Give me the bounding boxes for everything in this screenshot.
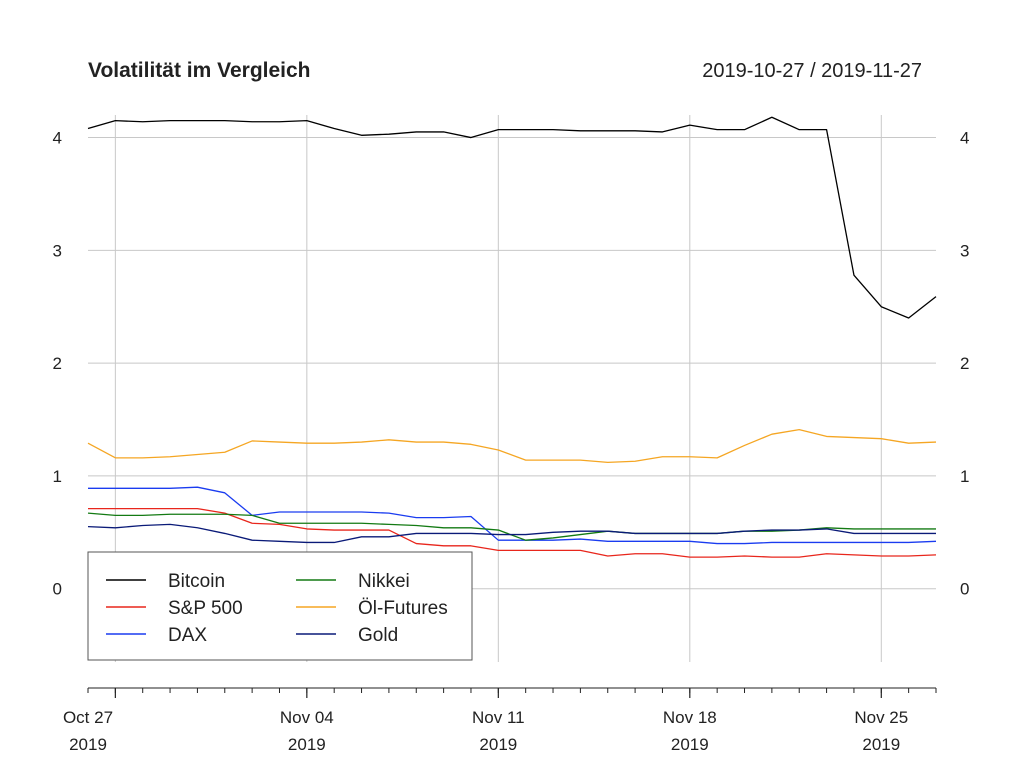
y-tick-label-right: 3 xyxy=(960,241,969,260)
x-tick-label: Nov 11 xyxy=(472,708,525,727)
chart-title: Volatilität im Vergleich xyxy=(88,59,311,82)
legend: Bitcoin S&P 500 DAX Nikkei Öl-Futures Gold xyxy=(87,551,473,661)
legend-label: DAX xyxy=(168,625,207,646)
legend-label: S&P 500 xyxy=(168,598,243,619)
y-tick-label-left: 0 xyxy=(53,580,62,599)
grid-layer xyxy=(88,115,936,662)
y-tick-label-left: 4 xyxy=(53,129,62,148)
x-axis: Oct 27 2019 Nov 04 2019 Nov 11 2019 Nov 18 2019… xyxy=(63,687,937,754)
x-tick-year-label: 2019 xyxy=(862,735,900,754)
legend-box xyxy=(87,551,473,661)
y-tick-label-right: 0 xyxy=(960,580,969,599)
x-tick-label: Nov 18 xyxy=(663,708,717,727)
series-line-nikkei xyxy=(87,512,936,541)
y-tick-label-left: 3 xyxy=(53,241,62,260)
y-axis-right: 0 1 2 3 4 xyxy=(960,129,969,599)
y-tick-label-left: 2 xyxy=(53,354,62,373)
legend-label: Bitcoin xyxy=(168,571,225,592)
y-tick-label-right: 4 xyxy=(960,129,969,148)
y-tick-label-right: 2 xyxy=(960,354,969,373)
series-line-s-p-500 xyxy=(88,507,937,558)
y-axis-left: 0 1 2 3 4 xyxy=(53,129,62,599)
y-tick-label-left: 1 xyxy=(53,467,62,486)
legend-label: Öl-Futures xyxy=(358,598,448,619)
x-tick-year-label: 2019 xyxy=(671,735,709,754)
x-tick-label: Nov 04 xyxy=(280,708,334,727)
series-line-bitcoin xyxy=(87,116,937,319)
series-line-l-futures xyxy=(87,429,937,464)
legend-label: Gold xyxy=(358,625,398,646)
x-tick-label: Nov 25 xyxy=(854,708,908,727)
date-range-label: 2019-10-27 / 2019-11-27 xyxy=(702,60,922,82)
legend-label: Nikkei xyxy=(358,571,410,592)
y-tick-label-right: 1 xyxy=(960,467,969,486)
x-tick-year-label: 2019 xyxy=(288,735,326,754)
series-layer xyxy=(87,116,937,558)
x-tick-year-label: 2019 xyxy=(69,735,107,754)
x-tick-year-label: 2019 xyxy=(479,735,517,754)
x-tick-label: Oct 27 xyxy=(63,708,113,727)
series-line-gold xyxy=(87,523,936,544)
series-line-dax xyxy=(88,486,937,545)
